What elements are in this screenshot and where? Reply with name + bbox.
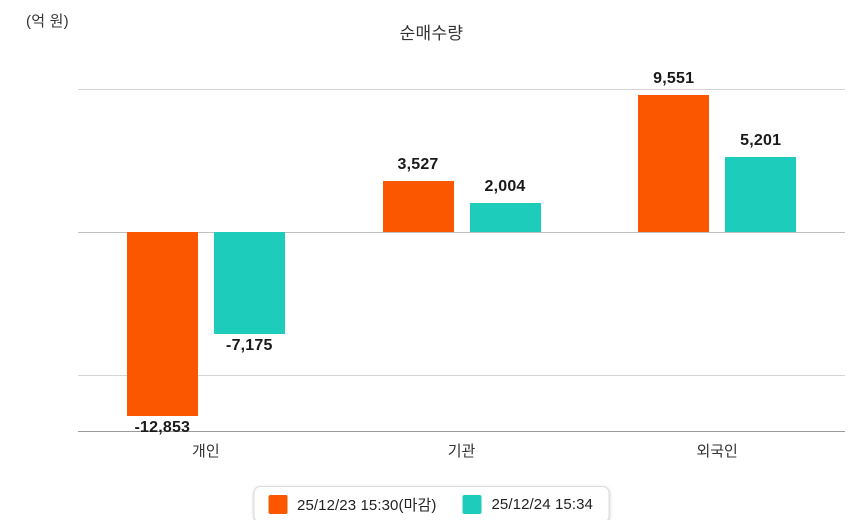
legend-label-series-1: 25/12/24 15:34 bbox=[491, 496, 593, 513]
bar-value-label: 9,551 bbox=[653, 70, 695, 88]
legend-swatch-icon-series-1 bbox=[462, 495, 482, 514]
bar-value-label: -12,853 bbox=[134, 418, 191, 436]
y-axis-unit-label: (억 원) bbox=[26, 13, 69, 30]
x-axis-category-label: 개인 bbox=[192, 443, 220, 460]
x-axis-category-label: 외국인 bbox=[696, 443, 738, 460]
x-axis-baseline bbox=[78, 431, 845, 432]
bar-value-label: 5,201 bbox=[740, 132, 782, 150]
legend-item-series-1[interactable]: 25/12/24 15:34 bbox=[462, 495, 593, 514]
plot-area: -12,853 -7,175 3,527 2,004 9,551 5,201 bbox=[78, 60, 845, 436]
gridline-10000 bbox=[78, 88, 845, 90]
bar[interactable] bbox=[213, 231, 285, 335]
x-axis-category-label: 기관 bbox=[447, 443, 476, 460]
chart-legend[interactable]: 25/12/23 15:30(마감) 25/12/24 15:34 bbox=[253, 486, 610, 520]
bar-value-label: 2,004 bbox=[484, 178, 526, 196]
bar[interactable] bbox=[126, 231, 198, 416]
bar-value-label: -7,175 bbox=[226, 337, 273, 355]
bar[interactable] bbox=[725, 157, 797, 232]
gridline--10000 bbox=[78, 374, 845, 376]
legend-swatch-icon-series-0 bbox=[268, 495, 288, 514]
bar[interactable] bbox=[469, 203, 541, 232]
bar-value-label: 3,527 bbox=[397, 156, 439, 174]
chart-title: 순매수량 bbox=[399, 24, 464, 43]
legend-item-series-0[interactable]: 25/12/23 15:30(마감) bbox=[268, 494, 436, 515]
gridline-0 bbox=[78, 231, 845, 233]
legend-label-series-0: 25/12/23 15:30(마감) bbox=[297, 497, 437, 514]
bar[interactable] bbox=[638, 95, 710, 232]
bar[interactable] bbox=[382, 181, 454, 232]
